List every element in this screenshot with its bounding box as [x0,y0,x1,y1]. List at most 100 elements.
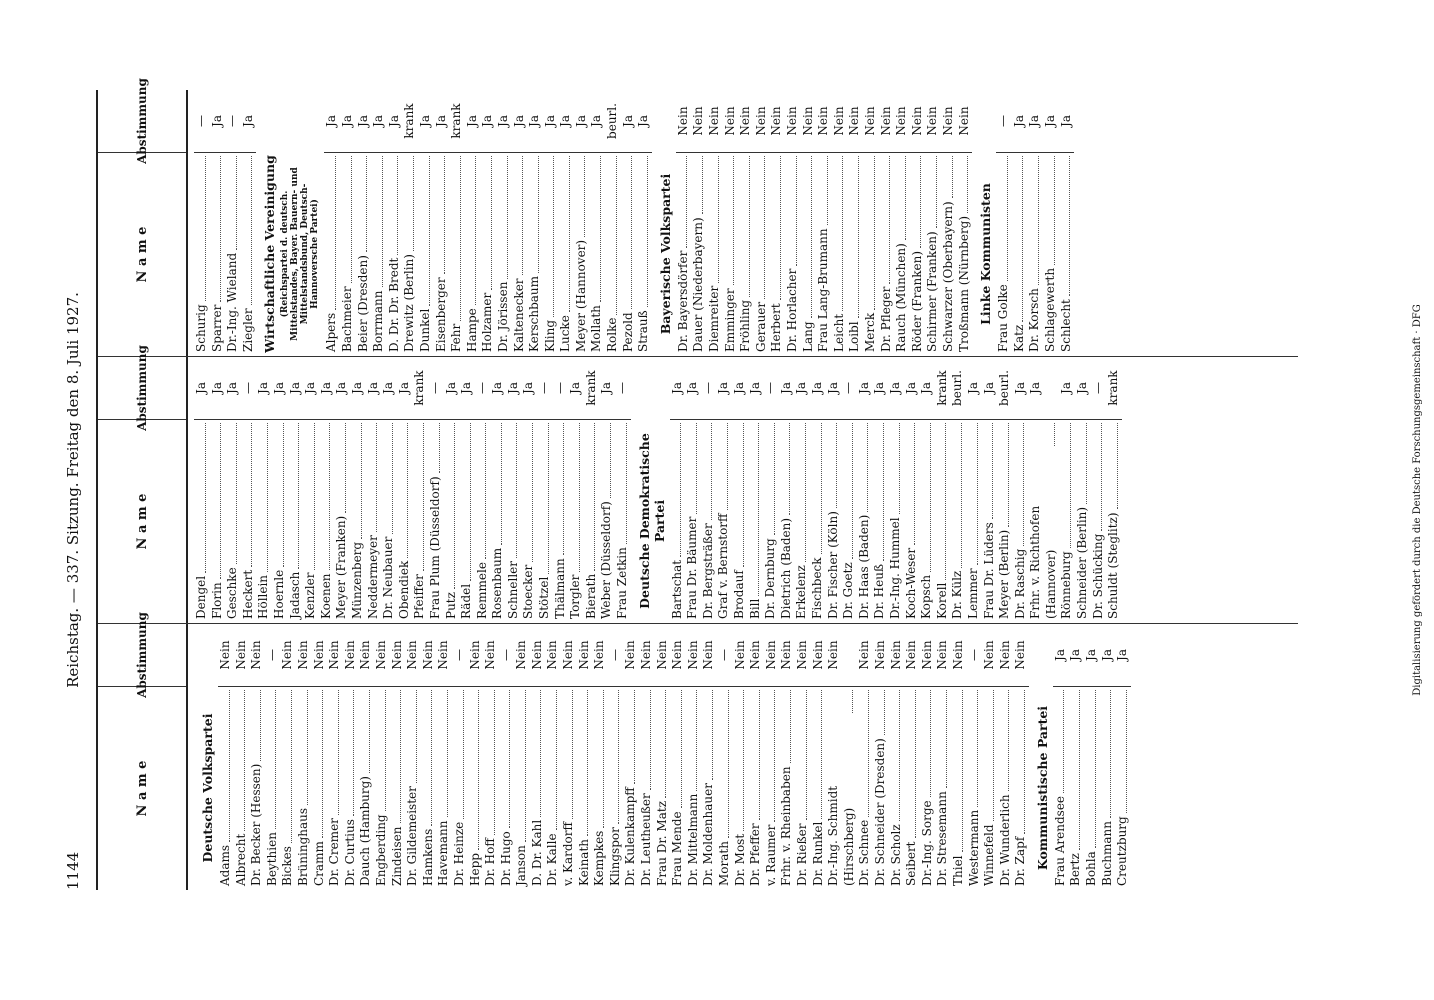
member-name: Loibl [847,321,862,352]
name-cell: Dr. Moldenhauer [701,687,717,890]
dot-leader [220,156,222,302]
name-cell: Havemann [436,687,452,890]
vote-cell: Nein [691,90,708,153]
member-name: Frhr. v. Rheinbaben [779,766,794,886]
member-name: Dr. Pfeffer [748,823,763,886]
name-cell: Morath [717,687,733,890]
dot-leader [743,690,745,831]
dot-leader [469,423,471,581]
member-row: Kaltenecker Ja [511,90,528,356]
vote-cell: Nein [763,624,780,687]
member-name: Troßmann (Nürnberg) [956,215,971,352]
dot-leader [306,690,308,805]
member-name: Höllein [256,574,271,619]
member-name: Mollath [589,305,604,352]
dot-leader [821,690,823,819]
member-name: Heckert [240,569,255,619]
member-name: Stoecker [521,564,536,619]
dot-leader [780,156,781,301]
vote-cell: Ja [856,357,873,420]
member-row: Frau Plum (Düsseldorf) — [427,357,444,623]
member-name: Engberding [373,814,388,886]
member-name: Dr. Wunderlich [997,794,1012,886]
name-cell: Schlagewerth [1043,153,1059,356]
member-name: Albrecht [233,833,248,886]
dot-leader [313,423,315,570]
member-row: Fröhling Nein [738,90,754,356]
member-name: Dr. Hugo [498,831,513,886]
member-name: Merck [862,312,877,352]
member-name: Dr. Mittelmann [685,793,700,886]
member-row: Dr. Moldenhauer Nein [701,624,717,890]
vote-cell: Ja [872,357,888,420]
name-cell: Dr. Dernburg [763,420,779,623]
dot-leader [360,423,362,539]
member-row: Katz Ja [1011,90,1028,356]
dot-leader [717,156,719,283]
vote-cell: Ja [558,90,574,153]
dot-leader [1125,690,1127,814]
member-name: Weber (Düsseldorf) [599,501,614,619]
dot-leader [509,690,511,829]
vote-cell: Nein [982,624,998,687]
name-cell: Lang [801,153,817,356]
column-body: Schurig — Sparrer Ja Dr.-Ing. Wieland — Ziegle… [188,90,1075,356]
name-cell: Kopsch [919,420,935,623]
member-name: Frau Zetkin [615,547,630,619]
member-row: Bertz Ja [1068,624,1085,890]
member-row: Dr. Kalle Nein [545,624,562,890]
dot-leader [992,423,994,520]
member-name: Koenen [318,573,333,619]
member-name: Schlagewerth [1042,267,1057,352]
vote-cell: Nein [701,624,717,687]
member-name: Morath [717,841,731,886]
member-row: Bill Ja [747,357,764,623]
member-row: Dr. Heinze — [451,624,468,890]
member-name: Dr. Schneider (Dresden) [872,738,887,886]
member-name: Hampe [464,308,479,352]
dot-leader [600,156,602,303]
column-group: N a m e Abstimmung Schurig — Sparrer Ja Dr.-In… [98,78,1298,356]
member-row: Bickes Nein [280,624,296,890]
dot-leader [961,690,963,853]
name-cell: Torgler [568,420,584,623]
member-row: Thiel Nein [950,624,967,890]
dot-leader [290,690,292,844]
member-row: v. Kardorff Nein [561,624,577,890]
vote-cell: Nein [748,624,764,687]
dot-leader [366,156,368,253]
dot-leader [1037,156,1039,286]
vote-cell: Nein [831,90,848,153]
member-row: Rolke beurl. [605,90,621,356]
dot-leader [686,156,688,248]
dot-leader [251,423,253,567]
member-row: Stoecker Ja [521,357,538,623]
vote-table: N a m e Abstimmung Deutsche Volkspartei Ada… [96,78,1298,890]
member-row: Erkelenz Ja [794,357,810,623]
vote-cell: Nein [847,90,863,153]
party-heading: Deutsche Volkspartei [200,713,215,863]
member-row: Fischbeck Ja [809,357,826,623]
member-row: Dr. Curtius Nein [342,624,359,890]
member-row: Rönneburg Ja [1059,357,1076,623]
member-row: Dr. Schücking — [1090,357,1107,623]
member-row: Dr. Mittelmann Nein [685,624,702,890]
member-row: Bohla Ja [1084,624,1100,890]
column-header: N a m e Abstimmung [98,345,188,623]
name-cell: Kaltenecker [512,153,528,356]
member-name: Sparrer [209,304,224,352]
dot-leader [711,423,713,521]
member-name: Lang [800,321,815,352]
vote-cell: Nein [919,624,936,687]
member-name: Drewitz (Berlin) [402,254,417,352]
member-name: Dr. Curtius [342,819,357,886]
name-cell: Frau Zetkin [615,420,631,623]
member-row: Frau Lang-Brumann Nein [816,90,832,356]
name-cell: Rönneburg [1059,420,1075,623]
name-cell: Meyer (Berlin) [997,420,1013,623]
member-row: Frhr. v. Richthofen (Hannover) Ja [1028,357,1060,623]
footer-note: Digitalisierung gefördert durch die Deut… [1412,304,1423,696]
vote-cell: Ja [919,357,935,420]
vote-cell: Ja [1028,357,1060,420]
name-cell: Winnefeld [982,687,998,890]
